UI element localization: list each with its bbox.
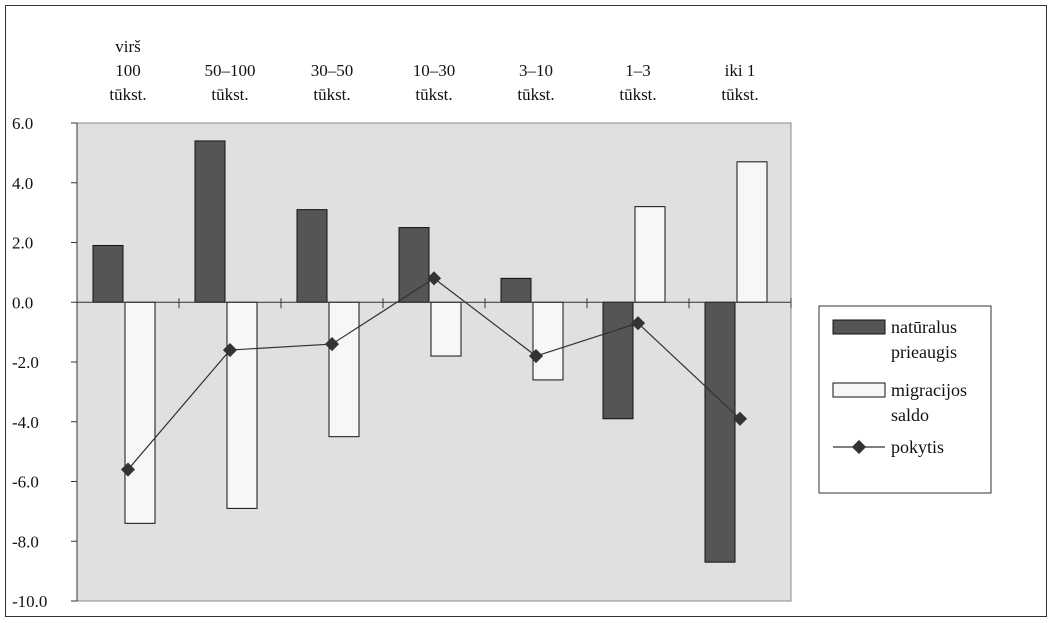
category-label-4-1: tūkst.	[517, 85, 554, 104]
bar-migration-balance-1	[226, 301, 258, 509]
point-change-6	[732, 411, 748, 426]
legend-marker-change	[851, 439, 867, 455]
bar-migration-balance-5	[634, 206, 666, 303]
chart-frame	[5, 5, 1047, 617]
legend: natūralus prieaugis migracijos saldo pok…	[818, 305, 992, 494]
legend-label-natural-increase-2: prieaugis	[891, 342, 957, 362]
category-label-2-0: 30–50	[311, 61, 354, 80]
y-tick-label-0: 6.0	[12, 114, 33, 133]
bar-migration-balance-2	[328, 301, 360, 438]
category-label-1-1: tūkst.	[211, 85, 248, 104]
point-change-0	[120, 462, 136, 477]
bar-natural-increase-2	[296, 209, 328, 303]
legend-swatch-natural-increase	[832, 319, 886, 335]
category-label-0-1: 100	[115, 61, 141, 80]
category-label-5-1: tūkst.	[619, 85, 656, 104]
y-tick-label-8: -10.0	[12, 592, 47, 611]
category-label-3-1: tūkst.	[415, 85, 452, 104]
category-label-2-1: tūkst.	[313, 85, 350, 104]
legend-label-change: pokytis	[891, 437, 944, 457]
bar-natural-increase-4	[500, 277, 532, 303]
bar-natural-increase-6	[704, 301, 736, 563]
category-labels: virš 100 tūkst. 50–100 tūkst. 30–50 tūkst. 10–3…	[109, 37, 758, 104]
legend-label-natural-increase-1: natūralus	[891, 317, 957, 337]
bars-layer	[92, 140, 768, 563]
bar-migration-balance-6	[736, 161, 768, 303]
category-label-5-0: 1–3	[625, 61, 651, 80]
point-change-1	[222, 342, 238, 358]
point-change-2	[324, 337, 340, 352]
plot-area	[76, 122, 792, 602]
y-tick-label-4: -2.0	[12, 353, 39, 372]
line-layer	[120, 271, 748, 477]
bar-natural-increase-3	[398, 227, 430, 303]
category-label-3-0: 10–30	[413, 61, 456, 80]
point-change-4	[528, 348, 544, 364]
point-change-3	[426, 271, 442, 286]
y-tick-label-2: 2.0	[12, 234, 33, 253]
legend-box	[818, 305, 992, 494]
bar-natural-increase-5	[602, 301, 634, 420]
legend-label-migration-balance-2: saldo	[891, 405, 929, 425]
bar-natural-increase-1	[194, 140, 226, 303]
point-change-5	[630, 316, 646, 331]
bar-migration-balance-0	[124, 301, 156, 524]
category-label-0-2: tūkst.	[109, 85, 146, 104]
category-label-4-0: 3–10	[519, 61, 553, 80]
category-label-0-0: virš	[115, 37, 141, 56]
y-tick-label-7: -8.0	[12, 532, 39, 551]
bar-migration-balance-4	[532, 301, 564, 381]
category-label-1-0: 50–100	[205, 61, 256, 80]
bar-natural-increase-0	[92, 244, 124, 303]
bar-migration-balance-3	[430, 301, 462, 357]
legend-swatch-migration-balance	[832, 382, 886, 398]
legend-label-migration-balance-1: migracijos	[891, 380, 967, 400]
y-tick-label-3: 0.0	[12, 293, 33, 312]
y-tick-label-6: -6.0	[12, 473, 39, 492]
category-label-6-0: iki 1	[725, 61, 756, 80]
axes-layer: 6.0 4.0 2.0 0.0 -2.0 -4.0 -6.0 -8.0 -10.0	[12, 114, 792, 611]
category-label-6-1: tūkst.	[721, 85, 758, 104]
y-tick-label-1: 4.0	[12, 174, 33, 193]
y-tick-label-5: -4.0	[12, 413, 39, 432]
